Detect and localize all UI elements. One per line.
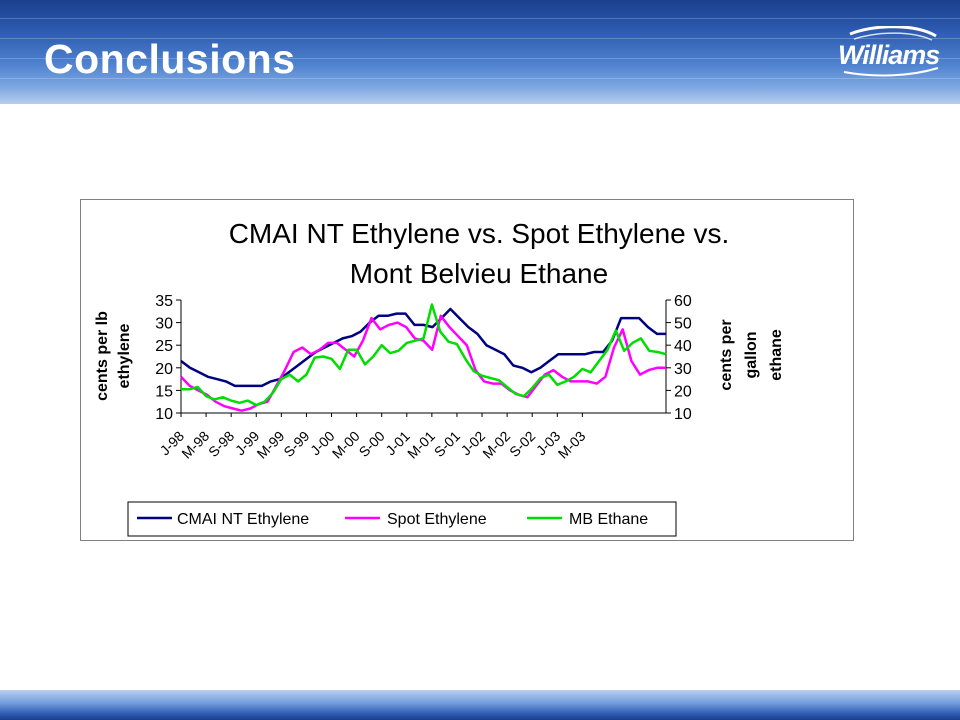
plot-area [180, 303, 667, 412]
series-line-mb-ethane [181, 303, 667, 407]
x-tick-label: S-01 [431, 428, 463, 460]
chart-title-line-1: CMAI NT Ethylene vs. Spot Ethylene vs. [229, 218, 730, 249]
series-line-spot-ethylene [180, 314, 666, 412]
header-band [0, 0, 960, 104]
y-left-tick-label: 25 [155, 338, 173, 355]
williams-logo: Williams [838, 26, 941, 77]
y-axis-left-label-line-1: cents per lb [94, 311, 111, 401]
logo-swoosh-icon [849, 26, 937, 38]
y-right-tick-label: 40 [674, 338, 692, 355]
legend: CMAI NT Ethylene Spot Ethylene MB Ethane [127, 501, 677, 537]
x-tick-label: M-98 [178, 428, 212, 462]
legend-box [127, 501, 677, 537]
y-right-tick-label: 60 [674, 293, 692, 310]
y-left-tick-label: 35 [155, 293, 173, 310]
legend-label-mb-ethane: MB Ethane [569, 511, 648, 528]
chart: CMAI NT Ethylene vs. Spot Ethylene vs. M… [94, 218, 785, 537]
y-axis-right-label-line-1: cents per [718, 319, 735, 390]
legend-label-cmai-nt-ethylene: CMAI NT Ethylene [177, 511, 309, 528]
y-axis-right: 60 50 40 30 20 10 [665, 293, 692, 423]
x-tick-label: M-03 [555, 428, 589, 462]
x-axis: J-98M-98S-98J-99M-99S-99J-00M-00S-00J-01… [157, 412, 666, 462]
page-title: Conclusions [44, 36, 296, 82]
y-right-tick-label: 50 [674, 316, 692, 333]
chart-title-line-2: Mont Belvieu Ethane [350, 258, 608, 289]
x-tick-label: M-00 [329, 428, 363, 462]
y-axis-right-label-line-3: ethane [768, 329, 785, 381]
x-tick-label: S-98 [205, 428, 237, 460]
y-axis-left: 35 30 25 20 15 10 [155, 293, 182, 423]
y-left-tick-label: 30 [155, 316, 173, 333]
legend-label-spot-ethylene: Spot Ethylene [387, 511, 487, 528]
x-tick-label: S-00 [356, 428, 388, 460]
x-tick-label: S-99 [280, 428, 312, 460]
y-right-tick-label: 30 [674, 361, 692, 378]
y-axis-right-label-line-2: gallon [743, 331, 760, 378]
x-tick-label: M-01 [404, 428, 438, 462]
y-right-tick-label: 10 [674, 406, 692, 423]
footer-band [0, 690, 960, 720]
x-tick-label: S-02 [506, 428, 538, 460]
x-tick-label: M-02 [479, 428, 513, 462]
chart-frame: CMAI NT Ethylene vs. Spot Ethylene vs. M… [80, 199, 854, 541]
y-left-tick-label: 20 [155, 361, 173, 378]
x-tick-label: M-99 [254, 428, 288, 462]
y-axis-left-label-line-2: ethylene [116, 323, 133, 388]
logo-text: Williams [838, 40, 940, 70]
y-left-tick-label: 15 [155, 383, 173, 400]
y-right-tick-label: 20 [674, 383, 692, 400]
y-left-tick-label: 10 [155, 406, 173, 423]
series-line-cmai-nt-ethylene [180, 307, 666, 388]
